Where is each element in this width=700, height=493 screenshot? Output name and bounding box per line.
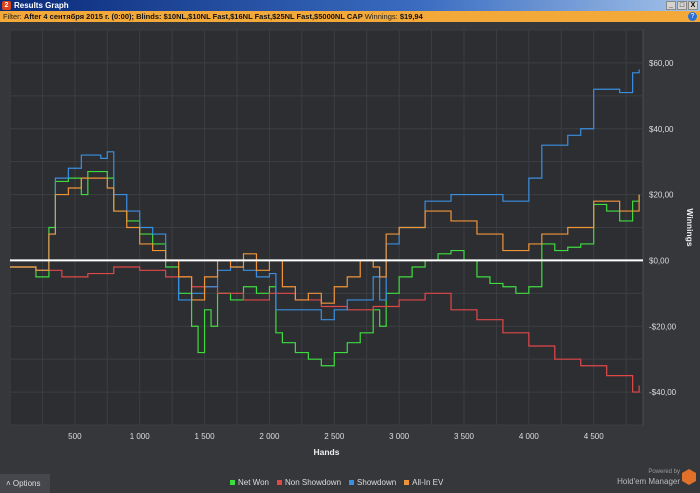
- y-tick-label: $0,00: [649, 256, 670, 265]
- x-tick-label: 4 000: [519, 432, 540, 441]
- legend-swatch: [230, 480, 235, 485]
- y-tick-label: $20,00: [649, 191, 674, 200]
- x-tick-label: 1 000: [130, 432, 151, 441]
- close-button[interactable]: X: [688, 1, 698, 10]
- winnings-label: Winnings:: [364, 12, 398, 21]
- legend-label: All-In EV: [412, 478, 444, 487]
- title-bar: 2 Results Graph _ □ X: [0, 0, 700, 11]
- x-tick-label: 500: [68, 432, 82, 441]
- help-icon[interactable]: ?: [688, 12, 697, 21]
- minimize-button[interactable]: _: [666, 1, 676, 10]
- brand: Powered by Hold'em Manager: [617, 466, 680, 486]
- legend-item[interactable]: All-In EV: [404, 478, 443, 487]
- legend: Net Won Non Showdown Showdown All-In EV: [230, 478, 443, 487]
- options-label: Options: [12, 479, 41, 488]
- legend-item[interactable]: Non Showdown: [276, 478, 342, 487]
- hem-logo-icon: [682, 469, 696, 485]
- y-tick-label: -$20,00: [649, 322, 677, 331]
- brand-name: Hold'em Manager: [617, 477, 680, 486]
- y-tick-label: $40,00: [649, 125, 674, 134]
- winnings-value: $19,94: [399, 12, 423, 21]
- filter-text: After 4 сентября 2015 г. (0:00); Blinds:…: [23, 12, 363, 21]
- x-tick-label: 1 500: [195, 432, 216, 441]
- legend-swatch: [349, 480, 355, 485]
- x-tick-label: 4 500: [584, 432, 605, 441]
- results-chart: 500 1 000 1 500 2 000 2 500 3 000 3 500 4 000 4 …: [9, 29, 695, 457]
- legend-label: Showdown: [357, 478, 397, 487]
- chevron-up-icon: ˄: [6, 479, 13, 488]
- x-axis-label: Hands: [314, 447, 340, 457]
- series-line-showdown: [10, 69, 640, 321]
- x-tick-label: 2 000: [259, 432, 280, 441]
- series-line-all-in-ev: [10, 177, 640, 304]
- legend-label: Non Showdown: [284, 478, 342, 487]
- x-tick-label: 2 500: [324, 432, 345, 441]
- x-tick-label: 3 000: [389, 432, 410, 441]
- legend-item[interactable]: Net Won: [230, 478, 269, 487]
- legend-item[interactable]: Showdown: [349, 478, 396, 487]
- legend-swatch: [404, 480, 410, 485]
- options-button[interactable]: ˄ Options: [0, 474, 50, 493]
- filter-label: Filter:: [3, 12, 22, 21]
- app-icon: 2: [2, 1, 11, 10]
- legend-label: Net Won: [238, 478, 269, 487]
- y-tick-label: $60,00: [649, 59, 674, 68]
- window-title: Results Graph: [14, 1, 69, 10]
- y-tick-label: -$40,00: [649, 388, 677, 397]
- x-tick-label: 3 500: [454, 432, 475, 441]
- legend-swatch: [276, 480, 282, 485]
- maximize-button[interactable]: □: [677, 1, 687, 10]
- filter-bar: Filter: After 4 сентября 2015 г. (0:00);…: [0, 11, 700, 22]
- powered-by: Powered by: [648, 469, 680, 475]
- y-axis-label: Winnings: [685, 208, 695, 246]
